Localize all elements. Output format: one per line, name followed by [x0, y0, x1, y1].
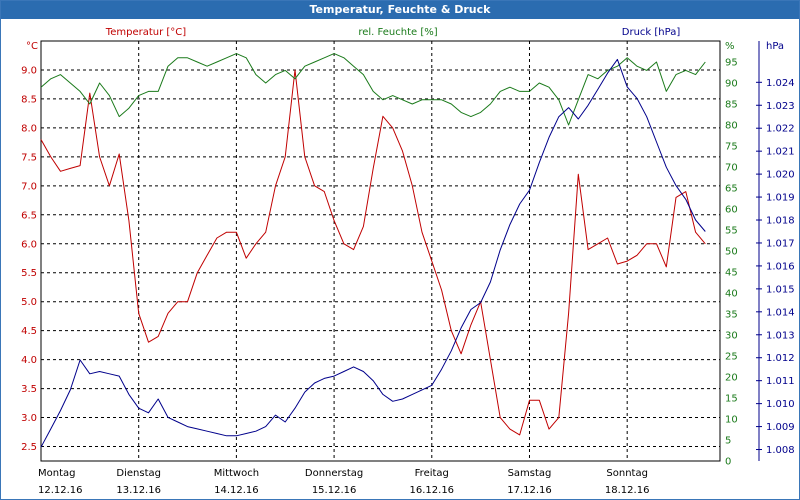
- chart-canvas: 2.5 3.0 3.5 4.0 4.5 5.0 5.5 6.0 6.5 7.0 7.5 8.0 8.5 9…: [21, 27, 795, 496]
- pressure-tick-label: 1.013: [766, 330, 795, 341]
- temperature-tick-label: 7.5: [21, 152, 37, 163]
- pressure-tick-label: 1.015: [766, 284, 795, 295]
- grid-lines: [41, 41, 720, 461]
- temperature-tick-label: 7.0: [21, 181, 37, 192]
- humidity-tick-label: 15: [725, 394, 738, 405]
- humidity-tick-label: 75: [725, 142, 738, 153]
- day-name-label: Sonntag: [606, 468, 648, 479]
- pressure-tick-label: 1.018: [766, 216, 795, 227]
- temperature-tick-label: 9.0: [21, 65, 37, 76]
- humidity-tick-label: 5: [725, 436, 731, 447]
- temperature-tick-label: 8.5: [21, 94, 37, 105]
- temperature-tick-label: 3.0: [21, 413, 37, 424]
- pressure-line: [40, 58, 706, 448]
- humidity-tick-label: 70: [725, 163, 738, 174]
- humidity-tick-label: 60: [725, 205, 738, 216]
- temperature-tick-label: 2.5: [21, 442, 37, 453]
- humidity-tick-label: 45: [725, 268, 738, 279]
- pressure-tick-label: 1.021: [766, 147, 795, 158]
- pressure-tick-label: 1.023: [766, 101, 795, 112]
- temperature-tick-label: 4.0: [21, 355, 37, 366]
- humidity-tick-label: 25: [725, 352, 738, 363]
- humidity-tick-label: 80: [725, 121, 738, 132]
- day-date-label: 17.12.16: [507, 485, 552, 496]
- humidity-tick-label: 35: [725, 310, 738, 321]
- pressure-tick-label: 1.022: [766, 124, 795, 135]
- temperature-tick-label: 6.0: [21, 239, 37, 250]
- pressure-tick-label: 1.014: [766, 307, 795, 318]
- day-name-label: Donnerstag: [305, 468, 363, 479]
- humidity-unit-label: %: [725, 41, 735, 52]
- pressure-series-label: Druck [hPa]: [622, 27, 681, 38]
- day-date-label: 18.12.16: [605, 485, 650, 496]
- temperature-tick-label: 8.0: [21, 123, 37, 134]
- plot-area: [40, 40, 721, 462]
- humidity-tick-label: 40: [725, 289, 738, 300]
- day-date-label: 12.12.16: [38, 485, 83, 496]
- pressure-tick-label: 1.008: [766, 445, 795, 456]
- right-axis-humidity: 0 5 10 15 20 25 30 35 40 45 50 55 60 65 70 75 80 85 90 95: [725, 58, 738, 468]
- humidity-tick-label: 30: [725, 331, 738, 342]
- x-axis-days: Montag 12.12.16 Dienstag 13.12.16 Mittwoch 14…: [38, 468, 649, 496]
- temperature-unit-label: °C: [26, 41, 38, 52]
- humidity-tick-label: 20: [725, 373, 738, 384]
- pressure-tick-label: 1.012: [766, 353, 795, 364]
- humidity-line: [40, 53, 706, 126]
- temperature-line: [40, 69, 706, 436]
- humidity-tick-label: 10: [725, 415, 738, 426]
- day-date-label: 14.12.16: [214, 485, 259, 496]
- temperature-tick-label: 5.5: [21, 268, 37, 279]
- humidity-tick-label: 0: [725, 457, 731, 468]
- pressure-tick-label: 1.019: [766, 193, 795, 204]
- left-axis-temperature: 2.5 3.0 3.5 4.0 4.5 5.0 5.5 6.0 6.5 7.0 7.5 8.0 8.5 9…: [21, 65, 37, 453]
- temperature-series-label: Temperatur [°C]: [105, 27, 186, 38]
- humidity-series-label: rel. Feuchte [%]: [358, 27, 437, 38]
- temperature-tick-label: 3.5: [21, 384, 37, 395]
- day-name-label: Samstag: [508, 468, 552, 479]
- day-date-label: 16.12.16: [410, 485, 455, 496]
- pressure-tick-label: 1.016: [766, 261, 795, 272]
- temperature-tick-label: 4.5: [21, 326, 37, 337]
- day-name-label: Dienstag: [116, 468, 161, 479]
- pressure-tick-label: 1.009: [766, 422, 795, 433]
- pressure-unit-label: hPa: [766, 41, 784, 52]
- day-date-label: 15.12.16: [312, 485, 357, 496]
- humidity-tick-label: 95: [725, 58, 738, 69]
- pressure-tick-label: 1.017: [766, 238, 795, 249]
- window-title: Temperatur, Feuchte & Druck: [1, 1, 799, 19]
- day-name-label: Montag: [38, 468, 75, 479]
- humidity-tick-label: 55: [725, 226, 738, 237]
- pressure-tick-label: 1.010: [766, 399, 795, 410]
- temperature-tick-label: 5.0: [21, 297, 37, 308]
- pressure-tick-label: 1.020: [766, 170, 795, 181]
- day-name-label: Freitag: [415, 468, 449, 479]
- day-name-label: Mittwoch: [214, 468, 259, 479]
- humidity-tick-label: 90: [725, 79, 738, 90]
- pressure-tick-label: 1.011: [766, 376, 795, 387]
- series-lines: [40, 53, 706, 448]
- right-axis-pressure: 1.008 1.009 1.010 1.011 1.012 1.013 1.014 1.015…: [756, 41, 795, 461]
- humidity-tick-label: 85: [725, 100, 738, 111]
- pressure-tick-label: 1.024: [766, 78, 795, 89]
- day-date-label: 13.12.16: [116, 485, 161, 496]
- temperature-tick-label: 6.5: [21, 210, 37, 221]
- humidity-tick-label: 50: [725, 247, 738, 258]
- humidity-tick-label: 65: [725, 184, 738, 195]
